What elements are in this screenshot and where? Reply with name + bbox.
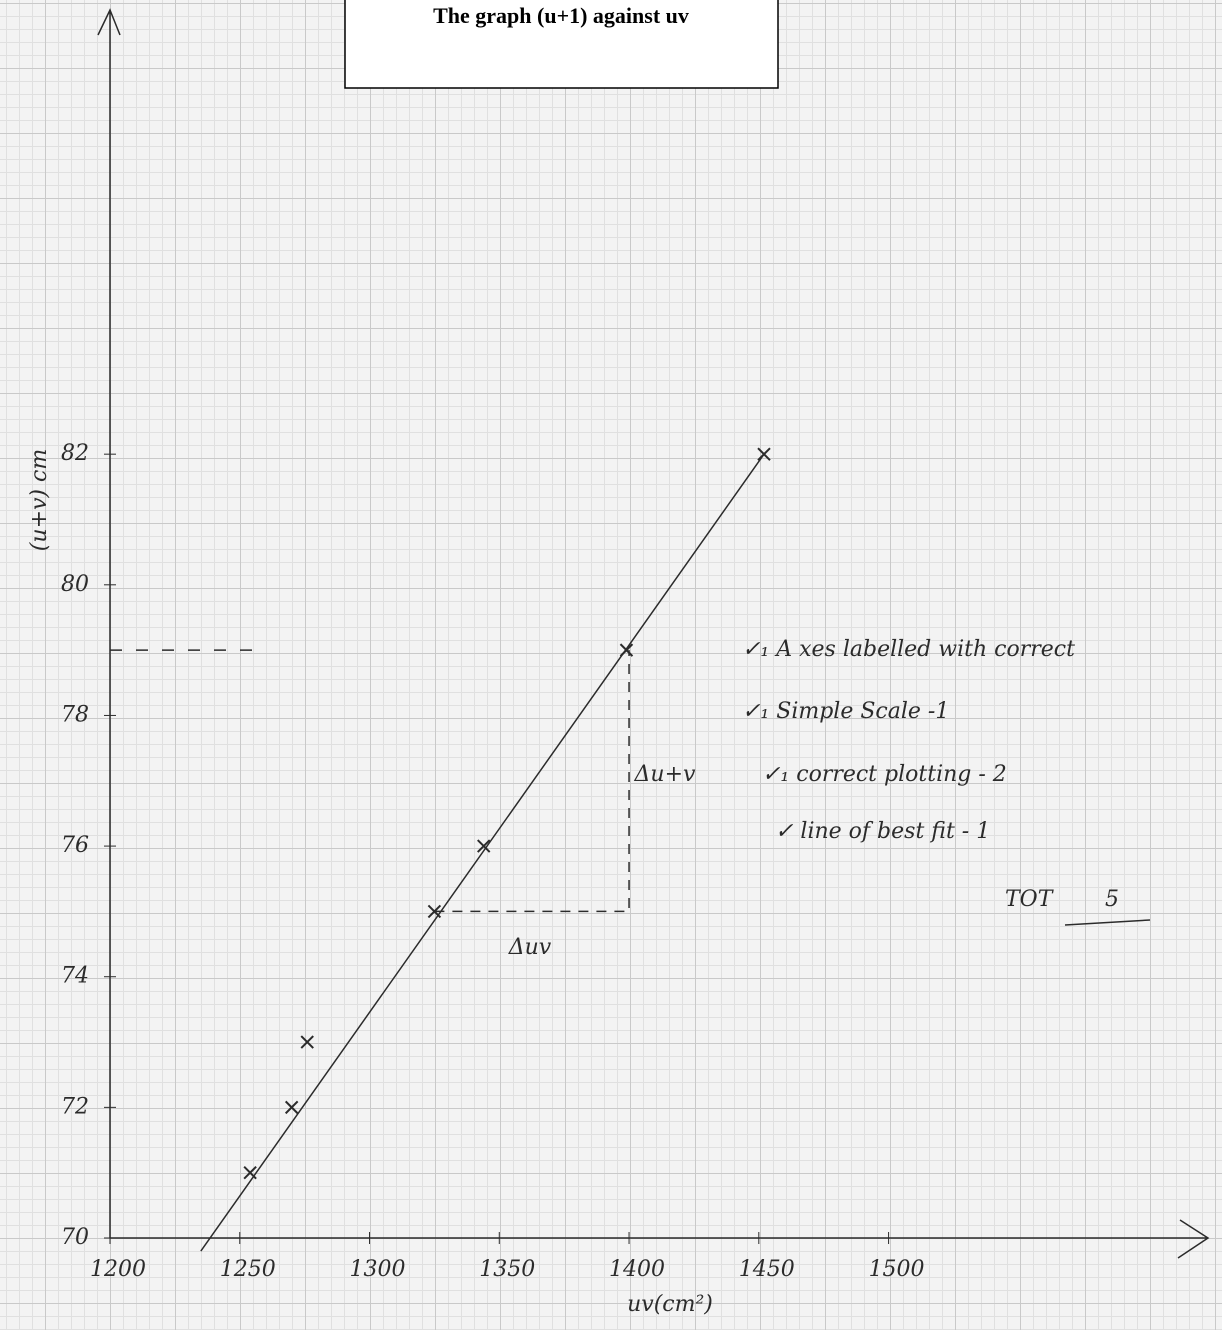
y-tick-label: 78 xyxy=(61,702,89,727)
x-tick-label: 1300 xyxy=(350,1257,406,1282)
x-tick-label: 1450 xyxy=(739,1257,795,1282)
y-axis-label: (u+v) cm xyxy=(27,449,52,551)
chart: The graph (u+1) against uv (u+v) cm uv(c… xyxy=(0,0,1222,1330)
annotation: Δu+v xyxy=(634,762,696,787)
data-point xyxy=(620,644,632,656)
y-tick-label: 76 xyxy=(61,833,89,858)
marking-note: ✓₁ correct plotting - 2 xyxy=(762,762,1007,787)
marking-note: TOT xyxy=(1005,887,1055,912)
y-tick-label: 74 xyxy=(61,964,89,989)
gradient-triangle xyxy=(434,650,629,911)
best-fit-line xyxy=(201,454,764,1251)
marking-note: ✓₁ A xes labelled with correct xyxy=(742,637,1075,662)
x-tick-label: 1400 xyxy=(609,1257,665,1282)
data-point xyxy=(244,1167,256,1179)
data-point xyxy=(758,448,770,460)
annotation: Δuv xyxy=(508,935,552,960)
note-underline xyxy=(1065,920,1150,925)
marking-note: 5 xyxy=(1105,887,1119,912)
y-tick-label: 82 xyxy=(61,441,89,466)
x-tick-label: 1500 xyxy=(869,1257,925,1282)
page: The graph (u+1) against uv (u+v) cm uv(c… xyxy=(0,0,1222,1330)
x-axis-label: uv(cm²) xyxy=(627,1292,713,1317)
data-point xyxy=(286,1101,298,1113)
y-tick-label: 80 xyxy=(61,572,89,597)
chart-title: The graph (u+1) against uv xyxy=(433,3,689,28)
x-tick-label: 1350 xyxy=(479,1257,535,1282)
y-axis xyxy=(98,10,120,1238)
x-tick-label: 1250 xyxy=(220,1257,276,1282)
data-point xyxy=(301,1036,313,1048)
y-tick-label: 72 xyxy=(61,1094,89,1119)
y-tick-label: 70 xyxy=(61,1225,89,1250)
marking-note: ✓ line of best fit - 1 xyxy=(775,819,990,844)
marking-note: ✓₁ Simple Scale -1 xyxy=(742,699,949,724)
x-tick-label: 1200 xyxy=(90,1257,146,1282)
x-axis xyxy=(110,1220,1208,1258)
